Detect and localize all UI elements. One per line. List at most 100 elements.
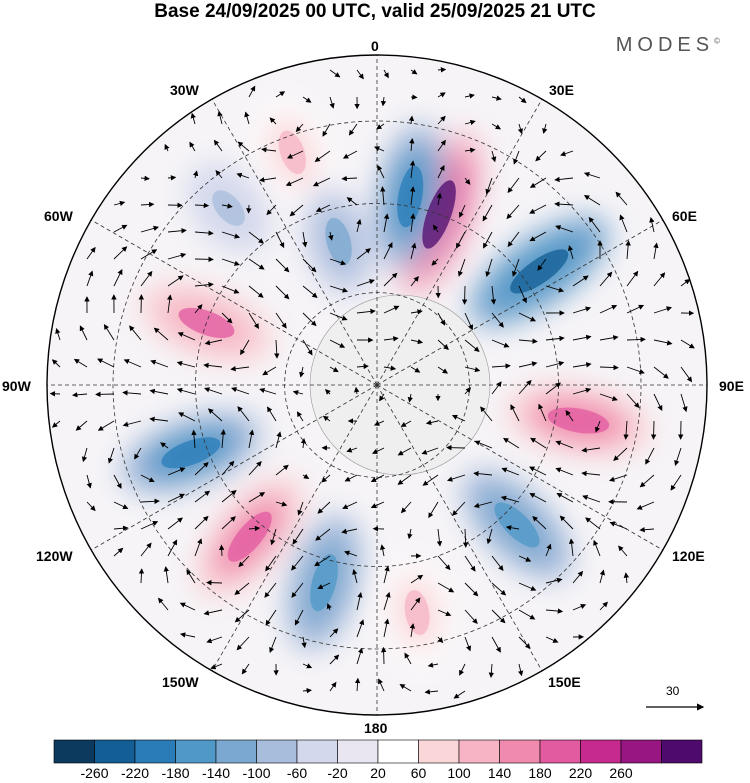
wind-vector: [341, 528, 358, 534]
wind-vector: [378, 678, 385, 692]
wind-vector: [140, 520, 159, 530]
wind-vector: [215, 170, 223, 179]
wind-vector: [292, 528, 304, 545]
wind-vector: [626, 304, 645, 314]
wind-vector: [370, 474, 385, 482]
wind-vector: [189, 141, 196, 152]
wind-vector: [464, 177, 471, 185]
wind-vector: [302, 285, 318, 298]
wind-vector: [483, 231, 493, 249]
wind-vector: [513, 150, 520, 165]
wind-vector: [291, 555, 304, 571]
meridian-line: [91, 219, 378, 386]
wind-vector: [194, 304, 203, 314]
wind-vector: [289, 204, 304, 217]
wind-vector: [535, 150, 547, 162]
wind-vector: [473, 470, 493, 477]
wind-vector: [409, 138, 415, 152]
wind-vector: [599, 601, 608, 611]
lon-label-30w: 30W: [170, 82, 199, 98]
wind-vector: [537, 258, 547, 271]
wind-vector: [380, 544, 386, 557]
wind-vector: [346, 447, 358, 453]
wind-vector: [615, 191, 628, 206]
wind-vector: [236, 172, 250, 179]
wind-vector: [670, 474, 682, 491]
wind-vector: [437, 115, 446, 125]
wind-vector: [149, 388, 169, 395]
wind-vector: [379, 393, 385, 402]
latitude-circle: [112, 120, 642, 650]
wind-vector: [538, 403, 547, 422]
wind-vector: [241, 663, 250, 675]
wind-vector: [113, 224, 128, 233]
wind-vector: [177, 332, 196, 341]
colorbar-tick-label: 60: [410, 765, 427, 781]
wind-vector: [518, 312, 536, 322]
wind-vector: [581, 470, 601, 477]
wind-vector: [265, 555, 277, 572]
wind-vector: [555, 440, 574, 449]
wind-vector: [248, 285, 264, 298]
brand-text: MODES: [615, 34, 715, 56]
wind-vector: [322, 123, 331, 137]
wind-vector: [437, 609, 452, 617]
wind-vector: [500, 495, 520, 503]
wind-vector: [545, 361, 565, 368]
wind-vector: [240, 339, 250, 356]
wind-vector: [356, 308, 376, 315]
wind-vector: [356, 647, 364, 665]
wind-vector: [79, 325, 88, 341]
wind-vector: [424, 689, 439, 695]
wind-vector: [565, 410, 574, 422]
meridian-line: [376, 219, 663, 386]
wind-vector: [453, 690, 466, 699]
wind-vector: [97, 358, 115, 368]
wind-vector: [518, 96, 527, 104]
wind-vector: [491, 363, 511, 369]
wind-vector: [408, 115, 415, 125]
wind-vector: [501, 467, 520, 476]
wind-vector: [153, 327, 169, 341]
wind-vector: [210, 663, 223, 670]
wind-vector: [583, 171, 601, 179]
wind-vector: [342, 150, 358, 159]
wind-vector: [213, 139, 223, 152]
wind-vector: [618, 545, 628, 557]
wind-vector: [464, 339, 480, 352]
wind-vector: [291, 582, 304, 598]
wind-vector: [269, 117, 277, 125]
wind-vector: [129, 325, 142, 341]
wind-vector: [380, 96, 387, 107]
wind-vector: [613, 447, 628, 461]
wind-vector: [427, 662, 439, 668]
wind-vector: [317, 582, 331, 590]
wind-vector: [203, 362, 223, 369]
wind-vector: [191, 429, 197, 449]
wind-vector: [555, 225, 574, 233]
wind-vector: [680, 339, 695, 349]
wind-vector: [626, 270, 639, 287]
wind-vector: [122, 390, 142, 396]
wind-vector: [599, 393, 618, 401]
wind-vector: [194, 281, 214, 288]
wind-vector: [409, 186, 416, 206]
wind-vector: [572, 387, 592, 395]
wind-vector: [507, 177, 520, 194]
wind-vector: [459, 663, 466, 676]
wind-vector: [73, 358, 88, 368]
wind-vector: [437, 339, 449, 350]
wind-vector: [428, 501, 439, 519]
wind-vector: [354, 386, 360, 395]
anomaly-core: [547, 407, 610, 434]
wind-vector: [410, 69, 418, 75]
wind-vector: [140, 474, 155, 483]
wind-vector: [491, 381, 502, 395]
wind-vector: [464, 312, 474, 331]
wind-vector: [518, 636, 531, 649]
wind-vector: [625, 240, 631, 260]
meridian-line: [211, 384, 378, 671]
wind-vector: [545, 382, 561, 395]
wind-vector: [348, 123, 358, 136]
wind-vector: [301, 636, 307, 649]
